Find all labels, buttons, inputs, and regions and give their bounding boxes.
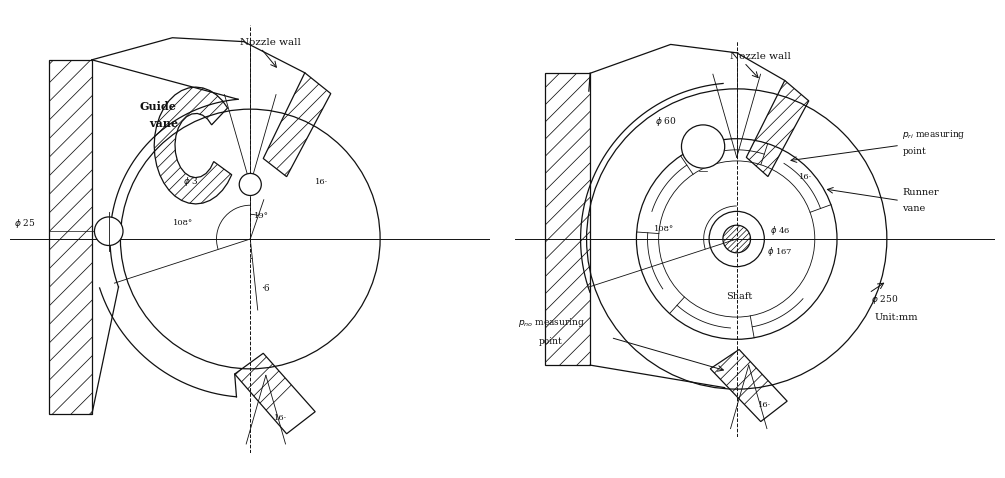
Text: Unit:mm: Unit:mm xyxy=(874,313,919,322)
Text: $p_{ri}$ measuring: $p_{ri}$ measuring xyxy=(902,128,966,141)
Text: $\phi$ 46: $\phi$ 46 xyxy=(771,224,791,237)
Circle shape xyxy=(239,174,261,196)
Text: $\phi$ 3: $\phi$ 3 xyxy=(183,175,199,188)
Text: point: point xyxy=(902,147,927,156)
Text: vane: vane xyxy=(902,204,926,213)
Text: $p_{no}$ measuring: $p_{no}$ measuring xyxy=(519,316,585,329)
Text: 16·: 16· xyxy=(273,414,286,422)
Text: Guide: Guide xyxy=(140,101,177,112)
Text: 108°: 108° xyxy=(654,226,674,233)
Text: vane: vane xyxy=(149,118,178,129)
Text: 16·: 16· xyxy=(759,401,772,409)
Text: $\phi$ 167: $\phi$ 167 xyxy=(767,245,792,258)
Text: 108°: 108° xyxy=(173,219,193,228)
Text: $\phi$ 25: $\phi$ 25 xyxy=(14,217,35,230)
Text: 19°: 19° xyxy=(254,212,269,219)
Text: point: point xyxy=(539,337,562,346)
Text: ·6: ·6 xyxy=(260,284,269,293)
Text: Shaft: Shaft xyxy=(726,292,752,301)
Text: Nozzle wall: Nozzle wall xyxy=(240,38,300,47)
Text: Runner: Runner xyxy=(902,188,939,197)
Text: Nozzle wall: Nozzle wall xyxy=(730,52,790,61)
Circle shape xyxy=(94,217,123,246)
Circle shape xyxy=(681,125,725,168)
Text: 16·: 16· xyxy=(799,173,812,181)
Text: $\phi$ 60: $\phi$ 60 xyxy=(655,115,676,128)
Text: $\phi$ 250: $\phi$ 250 xyxy=(871,293,898,305)
Text: 16·: 16· xyxy=(316,178,329,186)
